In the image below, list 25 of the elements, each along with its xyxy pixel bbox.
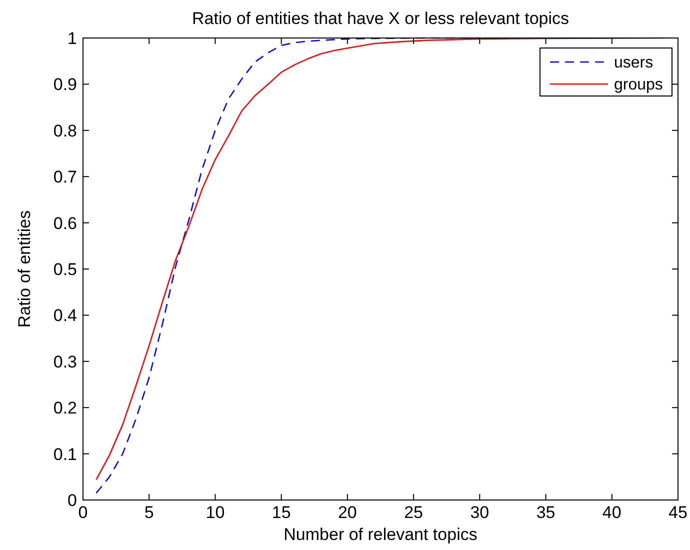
y-tick-label: 1	[68, 28, 77, 48]
y-tick-label: 0.9	[53, 75, 77, 94]
y-tick-label: 0.8	[53, 121, 77, 140]
x-tick-label: 15	[272, 503, 291, 522]
y-tick-label: 0.5	[53, 260, 77, 279]
y-tick-label: 0.2	[53, 398, 77, 418]
y-tick-label: 0.3	[53, 352, 77, 372]
x-tick-label: 25	[404, 503, 424, 522]
y-tick-label: 0.1	[53, 444, 77, 464]
y-tick-label: 0.6	[53, 214, 77, 233]
y-tick-label: 0	[68, 490, 77, 510]
x-tick-label: 40	[602, 503, 622, 522]
y-tick-label: 0.7	[53, 168, 77, 187]
legend-label: users	[614, 54, 654, 72]
y-tick-label: 0.4	[53, 306, 77, 326]
x-tick-label: 45	[668, 503, 688, 522]
x-tick-label: 20	[338, 503, 357, 522]
x-tick-label: 10	[206, 503, 225, 522]
x-tick-label: 5	[144, 503, 154, 522]
chart-title: Ratio of entities that have X or less relevant topics	[192, 9, 570, 28]
legend-label: groups	[614, 76, 663, 94]
x-axis-title: Number of relevant topics	[284, 525, 478, 544]
x-tick-label: 35	[536, 503, 556, 522]
x-tick-label: 30	[470, 503, 490, 522]
y-axis-title: Ratio of entities	[15, 210, 34, 328]
